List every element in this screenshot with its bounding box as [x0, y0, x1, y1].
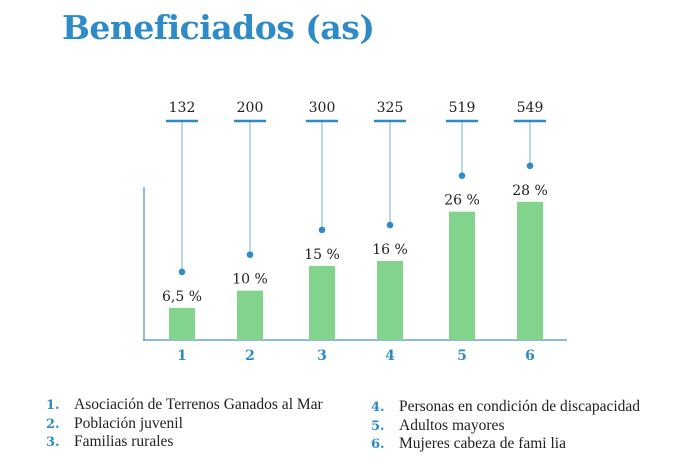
x-tick-label: 3 — [317, 348, 327, 364]
value-label: 16 % — [372, 242, 408, 258]
x-tick-label: 4 — [385, 348, 395, 364]
count-label: 549 — [517, 100, 544, 116]
legend-label: Población juvenil — [74, 414, 183, 432]
x-tick-label: 1 — [177, 348, 187, 364]
value-label: 10 % — [232, 272, 268, 288]
leader-dot — [386, 221, 394, 229]
legend-item: 1. Asociación de Terrenos Ganados al Mar — [46, 396, 323, 415]
legend-number: 3. — [46, 435, 60, 450]
leader-dot — [178, 268, 186, 276]
legend-item: 2. Población juvenil — [46, 415, 323, 434]
count-label: 132 — [169, 100, 196, 116]
legend-item: 6. Mujeres cabeza de fami lia — [371, 435, 640, 454]
bar — [517, 201, 543, 340]
legend-label: Adultos mayores — [399, 416, 505, 434]
legend-label: Personas en condición de discapacidad — [399, 398, 641, 415]
value-label: 28 % — [512, 183, 548, 199]
count-label: 519 — [449, 100, 476, 116]
count-label: 200 — [237, 100, 264, 116]
leader-dot — [458, 172, 466, 179]
x-tick-label: 6 — [525, 348, 535, 364]
leader-dot — [526, 162, 534, 170]
bar — [237, 290, 263, 340]
legend-label: Mujeres cabeza de fami lia — [399, 435, 566, 452]
bar — [449, 211, 475, 340]
bar — [169, 307, 195, 340]
value-label: 6,5 % — [162, 289, 202, 305]
legend-right: 4. Personas en condición de discapacidad … — [371, 398, 640, 454]
legend-number: 6. — [371, 437, 385, 452]
legend-label: Asociación de Terrenos Ganados al Mar — [74, 396, 323, 413]
legend-item: 5. Adultos mayores — [371, 417, 640, 436]
x-tick-label: 2 — [245, 348, 255, 364]
legend-number: 5. — [371, 418, 385, 434]
legend-item: 4. Personas en condición de discapacidad — [371, 398, 640, 417]
legend-item: 3. Familias rurales — [46, 433, 323, 452]
leader-dot — [318, 226, 326, 234]
value-label: 26 % — [444, 193, 480, 209]
x-tick-label: 5 — [457, 348, 467, 364]
legend-left: 1. Asociación de Terrenos Ganados al Mar … — [46, 396, 323, 452]
leader-dot — [246, 251, 254, 258]
value-label: 15 % — [304, 247, 340, 263]
legend-number: 1. — [46, 398, 60, 413]
legend-label: Familias rurales — [74, 433, 174, 450]
bar-chart: 6,5 % 132 1 10 % 200 2 15 % 300 3 16 % 325 4 26 % 519… — [143, 100, 567, 364]
chart-title: Beneficiados (as) — [62, 8, 375, 47]
bar — [377, 261, 403, 340]
count-label: 325 — [377, 100, 404, 116]
count-label: 300 — [309, 100, 336, 116]
bar — [309, 265, 335, 340]
legend-number: 2. — [46, 416, 60, 432]
legend-number: 4. — [371, 400, 385, 415]
